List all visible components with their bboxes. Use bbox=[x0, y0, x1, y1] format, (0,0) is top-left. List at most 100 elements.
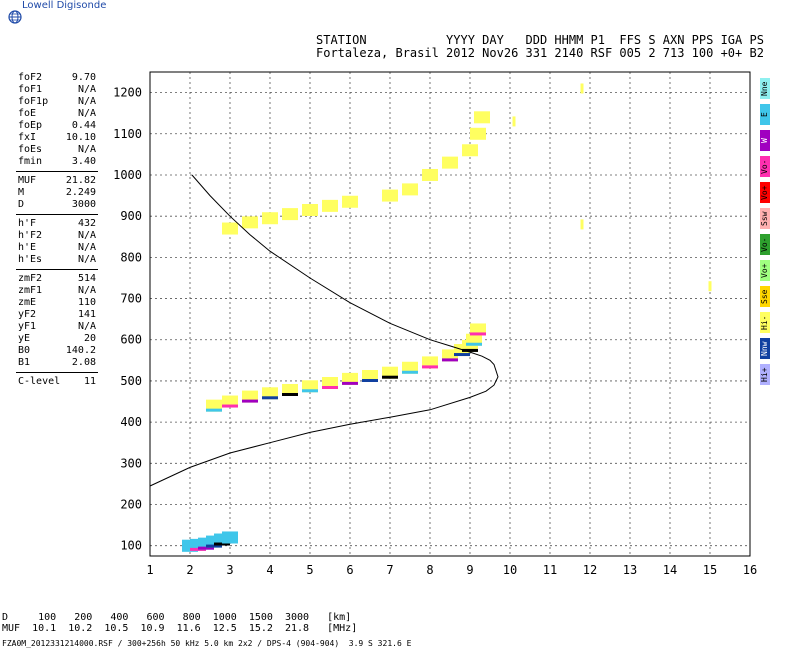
file-id-line: FZA0M_2012331214000.RSF / 300+256h 50 kH… bbox=[2, 639, 412, 648]
param-name: B1 bbox=[18, 357, 31, 368]
x-tick-label: 1 bbox=[146, 563, 153, 577]
param-value: N/A bbox=[77, 285, 96, 296]
param-separator bbox=[16, 214, 98, 215]
trace-point bbox=[442, 358, 458, 362]
trace-point bbox=[454, 353, 470, 357]
param-value: 9.70 bbox=[71, 72, 96, 83]
param-row: foF2 9.70 bbox=[18, 72, 96, 84]
param-row: M 2.249 bbox=[18, 187, 96, 199]
legend-item: Hi+ bbox=[760, 364, 770, 385]
param-name: foF1p bbox=[18, 96, 49, 107]
tick-labels: 1 2 3 4 5 6 7 8 9 10 11 12 13 14 15 1610020030040050060… bbox=[113, 86, 757, 577]
param-row: foF1p N/A bbox=[18, 96, 96, 108]
trace-point bbox=[242, 216, 258, 229]
trace-point bbox=[462, 144, 478, 157]
trace-point bbox=[422, 365, 438, 369]
x-tick-label: 15 bbox=[703, 563, 717, 577]
y-tick-label: 300 bbox=[120, 456, 142, 470]
y-tick-label: 500 bbox=[120, 374, 142, 388]
grid bbox=[150, 72, 750, 556]
param-row: D 3000 bbox=[18, 199, 96, 211]
header-labels: STATION YYYY DAY DDD HHMM P1 FFS S AXN P… bbox=[316, 33, 764, 47]
trace-point bbox=[462, 348, 478, 352]
legend-item: E bbox=[760, 104, 770, 125]
x-tick-label: 5 bbox=[306, 563, 313, 577]
station-header: STATION YYYY DAY DDD HHMM P1 FFS S AXN P… bbox=[316, 34, 764, 60]
param-value: N/A bbox=[77, 96, 96, 107]
param-row: B1 2.08 bbox=[18, 357, 96, 369]
param-value: 514 bbox=[77, 273, 96, 284]
param-name: foF1 bbox=[18, 84, 43, 95]
param-name: zmF2 bbox=[18, 273, 43, 284]
param-value: 3.40 bbox=[71, 156, 96, 167]
x-tick-label: 16 bbox=[743, 563, 757, 577]
param-separator bbox=[16, 269, 98, 270]
legend-item: Sse bbox=[760, 286, 770, 307]
trace-point bbox=[470, 127, 486, 140]
param-name: h'F2 bbox=[18, 230, 43, 241]
muf-table: D 100 200 400 600 800 1000 1500 3000 [km… bbox=[2, 612, 357, 634]
param-name: foEs bbox=[18, 144, 43, 155]
trace-points bbox=[182, 83, 712, 552]
param-value: 11 bbox=[83, 376, 96, 387]
x-tick-label: 9 bbox=[466, 563, 473, 577]
x-tick-label: 11 bbox=[543, 563, 557, 577]
param-name: foF2 bbox=[18, 72, 43, 83]
param-row: zmF2 514 bbox=[18, 273, 96, 285]
y-tick-label: 100 bbox=[120, 539, 142, 553]
param-name: D bbox=[18, 199, 25, 210]
x-tick-label: 6 bbox=[346, 563, 353, 577]
x-tick-label: 4 bbox=[266, 563, 273, 577]
trace-point bbox=[198, 546, 214, 550]
param-name: zmE bbox=[18, 297, 37, 308]
trace-point bbox=[206, 408, 222, 412]
param-value: 21.82 bbox=[65, 175, 96, 186]
param-name: M bbox=[18, 187, 25, 198]
param-row: h'E N/A bbox=[18, 242, 96, 254]
param-row: h'F2 N/A bbox=[18, 230, 96, 242]
legend-item: Vo- bbox=[760, 234, 770, 255]
param-value: 3000 bbox=[71, 199, 96, 210]
legend-item: Vo- bbox=[760, 156, 770, 177]
param-value: N/A bbox=[77, 108, 96, 119]
param-name: h'E bbox=[18, 242, 37, 253]
trace-point bbox=[402, 370, 418, 374]
param-row: foEp 0.44 bbox=[18, 120, 96, 132]
param-row: foEs N/A bbox=[18, 144, 96, 156]
trace-point bbox=[222, 404, 238, 408]
trace-point bbox=[302, 389, 318, 393]
param-row: h'Es N/A bbox=[18, 254, 96, 266]
trace-point bbox=[422, 168, 438, 181]
plot-border bbox=[149, 71, 751, 557]
legend-item: Nne bbox=[760, 78, 770, 99]
y-tick-label: 400 bbox=[120, 415, 142, 429]
param-row: C-level 11 bbox=[18, 376, 96, 388]
trace-point bbox=[282, 392, 298, 396]
param-separator bbox=[16, 372, 98, 373]
y-tick-label: 900 bbox=[120, 209, 142, 223]
globe-icon bbox=[8, 10, 22, 24]
x-tick-label: 14 bbox=[663, 563, 677, 577]
y-tick-label: 800 bbox=[120, 250, 142, 264]
trace-point bbox=[466, 342, 482, 346]
profile-line bbox=[149, 174, 499, 487]
x-tick-label: 10 bbox=[503, 563, 517, 577]
param-value: N/A bbox=[77, 144, 96, 155]
param-separator bbox=[16, 171, 98, 172]
y-tick-label: 200 bbox=[120, 498, 142, 512]
x-tick-label: 2 bbox=[186, 563, 193, 577]
y-tick-label: 1000 bbox=[113, 168, 142, 182]
param-name: zmF1 bbox=[18, 285, 43, 296]
param-row: foE N/A bbox=[18, 108, 96, 120]
param-row: foF1 N/A bbox=[18, 84, 96, 96]
trace-point bbox=[322, 199, 338, 212]
x-tick-label: 8 bbox=[426, 563, 433, 577]
logo-text: Lowell Digisonde bbox=[22, 0, 107, 11]
param-name: yE bbox=[18, 333, 31, 344]
y-tick-label: 1100 bbox=[113, 127, 142, 141]
param-row: fmin 3.40 bbox=[18, 156, 96, 168]
param-value: 20 bbox=[83, 333, 96, 344]
param-value: 141 bbox=[77, 309, 96, 320]
param-value: N/A bbox=[77, 254, 96, 265]
